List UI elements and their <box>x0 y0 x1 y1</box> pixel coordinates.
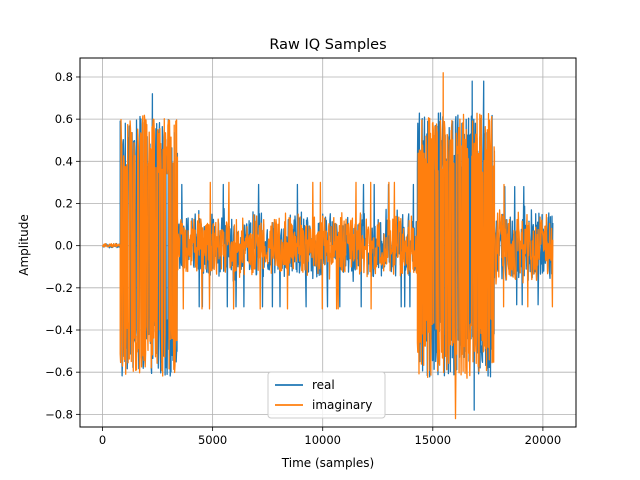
series-line-imaginary <box>101 72 554 420</box>
legend-box <box>267 371 386 419</box>
plot-area <box>101 72 554 420</box>
y-tick-label: 0.8 <box>55 70 73 84</box>
y-tick-label: −0.8 <box>45 407 73 421</box>
axis-ticks: 0 5000 10000 15000 20000 −0.8 −0.6 −0.4 −0.2 0.0 0… <box>45 70 561 447</box>
axes-frame <box>79 57 577 428</box>
x-tick-label: 10000 <box>304 433 341 447</box>
x-tick-label: 0 <box>99 433 106 447</box>
x-tick-label: 20000 <box>525 433 562 447</box>
x-axis-label: Time (samples) <box>281 456 374 470</box>
y-tick-label: −0.4 <box>45 323 73 337</box>
y-tick-label: −0.6 <box>45 365 73 379</box>
y-tick-label: 0.4 <box>55 154 73 168</box>
legend-label: imaginary <box>312 398 372 412</box>
x-tick-label: 15000 <box>415 433 452 447</box>
legend-label: real <box>312 378 335 392</box>
y-axis-label: Amplitude <box>17 214 31 276</box>
y-tick-label: 0.0 <box>55 239 73 253</box>
chart-title: Raw IQ Samples <box>269 37 386 53</box>
legend: real imaginary <box>267 371 386 419</box>
y-tick-label: −0.2 <box>45 281 73 295</box>
y-tick-label: 0.2 <box>55 196 73 210</box>
y-tick-label: 0.6 <box>55 112 73 126</box>
x-tick-label: 5000 <box>198 433 227 447</box>
